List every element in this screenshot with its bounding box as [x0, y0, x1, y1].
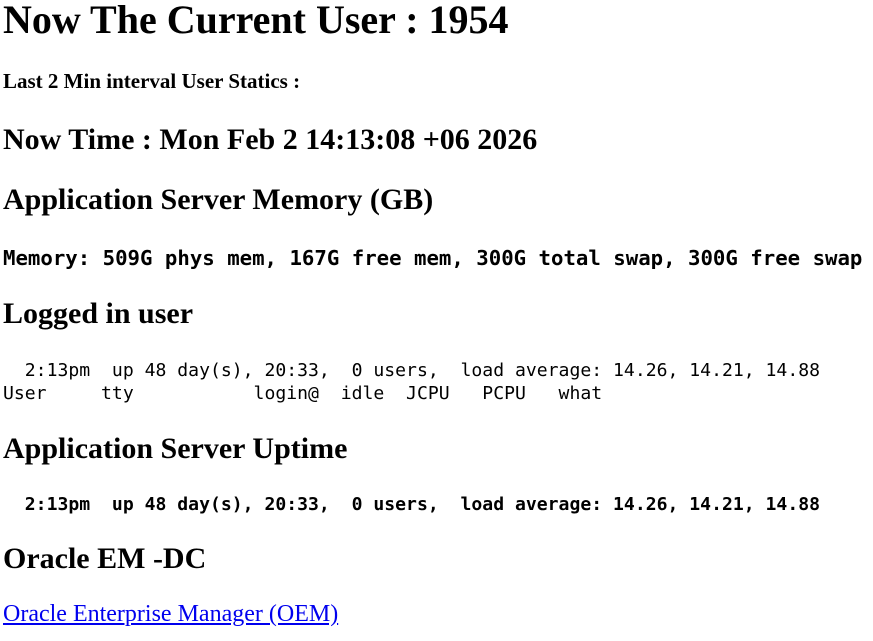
oracle-section-heading: Oracle EM -DC: [3, 542, 207, 575]
interval-note: Last 2 Min interval User Statics :: [3, 69, 301, 93]
w-command-columns-line: User tty login@ idle JCPU PCPU what: [3, 383, 603, 404]
oem-link[interactable]: Oracle Enterprise Manager (OEM): [3, 601, 339, 627]
server-uptime-line: 2:13pm up 48 day(s), 20:33, 0 users, loa…: [3, 494, 821, 515]
uptime-section-heading: Application Server Uptime: [3, 432, 348, 465]
logged-in-user-output: 2:13pm up 48 day(s), 20:33, 0 users, loa…: [3, 359, 873, 405]
memory-section-heading: Application Server Memory (GB): [3, 183, 434, 216]
memory-stats-line: Memory: 509G phys mem, 167G free mem, 30…: [3, 246, 863, 270]
now-time-heading: Now Time : Mon Feb 2 14:13:08 +06 2026: [3, 123, 538, 156]
current-user-heading: Now The Current User : 1954: [3, 0, 509, 42]
w-command-uptime-line: 2:13pm up 48 day(s), 20:33, 0 users, loa…: [3, 360, 821, 381]
oem-link-line: Oracle Enterprise Manager (OEM): [3, 600, 873, 628]
logged-in-user-heading: Logged in user: [3, 297, 194, 330]
